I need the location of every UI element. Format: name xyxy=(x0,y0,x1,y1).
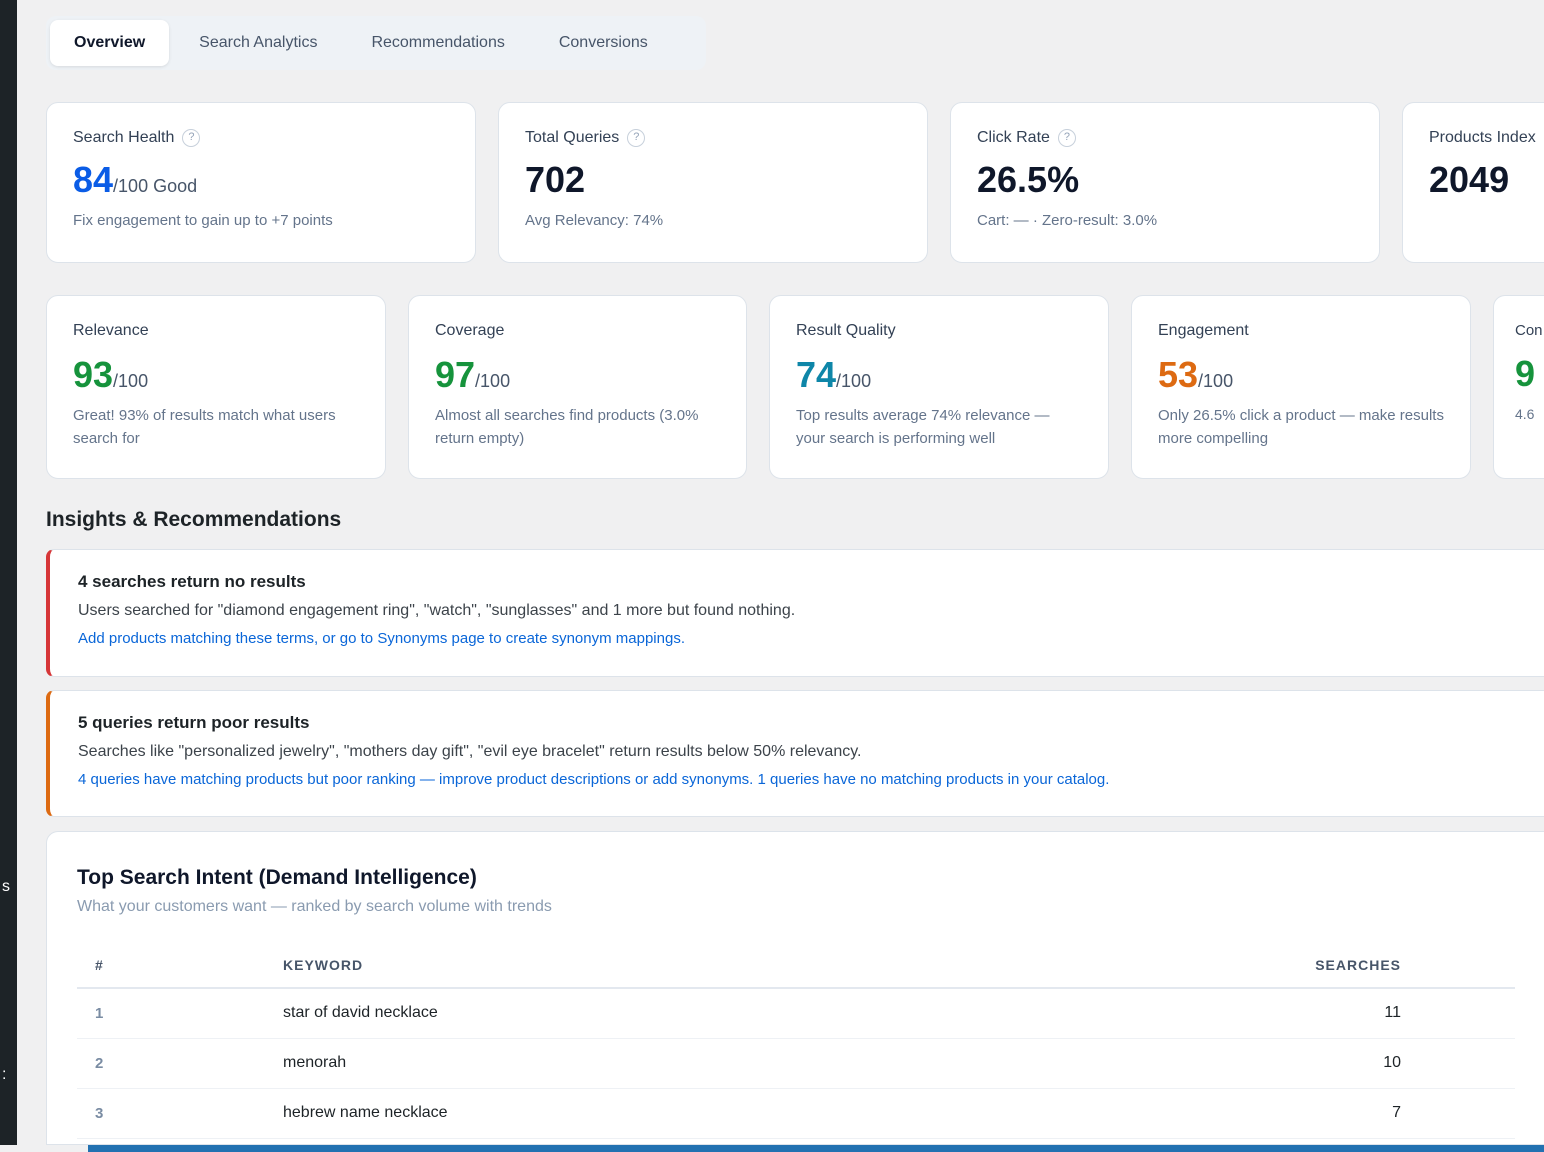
col-searches: SEARCHES xyxy=(839,942,1515,989)
stat-sub: Cart: — · Zero-result: 3.0% xyxy=(977,212,1158,229)
admin-sidebar: s : xyxy=(0,0,17,1145)
score-suffix: /100 xyxy=(475,371,511,391)
col-keyword: KEYWORD xyxy=(283,942,840,989)
alert-title: 4 searches return no results xyxy=(78,572,306,591)
score-value: 9 xyxy=(1515,353,1536,394)
score-suffix: /100 xyxy=(113,371,149,391)
table-row[interactable]: 3 hebrew name necklace 7 xyxy=(77,1088,1515,1139)
alert-poor-results: 5 queries return poor results Searches l… xyxy=(46,690,1544,817)
stat-label: Products Index xyxy=(1429,129,1536,146)
alert-action-link[interactable]: Add products matching these terms, or go… xyxy=(78,630,685,647)
score-card-engagement: Engagement 53/100 Only 26.5% click a pro… xyxy=(1131,295,1471,479)
intent-table: # KEYWORD SEARCHES 1 star of david neckla… xyxy=(77,942,1515,1139)
alert-title: 5 queries return poor results xyxy=(78,713,310,732)
help-icon[interactable]: ? xyxy=(627,129,646,147)
stat-sub: Fix engagement to gain up to +7 points xyxy=(73,212,333,229)
stat-suffix: /100 Good xyxy=(113,176,198,196)
alert-action-link[interactable]: 4 queries have matching products but poo… xyxy=(78,771,1110,788)
score-value: 93 xyxy=(73,354,114,395)
score-sub: Almost all searches find products (3.0% … xyxy=(435,407,699,447)
panel-title: Top Search Intent (Demand Intelligence) xyxy=(77,866,477,889)
rank: 3 xyxy=(77,1088,283,1139)
searches: 7 xyxy=(839,1088,1515,1139)
stat-label: Search Health xyxy=(73,129,175,146)
score-label: Con xyxy=(1515,322,1543,339)
tab-bar: Overview Search Analytics Recommendation… xyxy=(46,16,706,70)
bottom-bar xyxy=(88,1145,1544,1152)
tab-conversions[interactable]: Conversions xyxy=(558,34,648,51)
alert-description: Users searched for "diamond engagement r… xyxy=(78,602,796,619)
score-label: Engagement xyxy=(1158,322,1249,339)
stat-value: 2049 xyxy=(1429,159,1510,200)
score-sub: Only 26.5% click a product — make result… xyxy=(1158,407,1444,447)
keyword: star of david necklace xyxy=(283,988,840,1039)
top-search-intent-panel: Top Search Intent (Demand Intelligence) … xyxy=(46,831,1544,1145)
stat-card-products-index: Products Index 2049 xyxy=(1402,102,1544,263)
stat-card-click-rate: Click Rate? 26.5% Cart: — · Zero-result:… xyxy=(950,102,1380,263)
score-label: Coverage xyxy=(435,322,505,339)
stat-card-total-queries: Total Queries? 702 Avg Relevancy: 74% xyxy=(498,102,928,263)
help-icon[interactable]: ? xyxy=(182,129,201,147)
score-label: Result Quality xyxy=(796,322,896,339)
keyword: hebrew name necklace xyxy=(283,1088,840,1139)
stat-value: 26.5% xyxy=(977,159,1080,200)
stat-value: 84 xyxy=(73,159,114,200)
score-card-result-quality: Result Quality 74/100 Top results averag… xyxy=(769,295,1109,479)
searches: 10 xyxy=(839,1038,1515,1089)
tab-recommendations[interactable]: Recommendations xyxy=(371,34,505,51)
score-suffix: /100 xyxy=(1198,371,1234,391)
stat-label: Click Rate xyxy=(977,129,1050,146)
stat-label: Total Queries xyxy=(525,129,620,146)
score-suffix: /100 xyxy=(836,371,872,391)
rank: 2 xyxy=(77,1038,283,1089)
score-card-relevance: Relevance 93/100 Great! 93% of results m… xyxy=(46,295,386,479)
score-card-coverage: Coverage 97/100 Almost all searches find… xyxy=(408,295,747,479)
col-rank: # xyxy=(77,942,283,989)
rank: 1 xyxy=(77,988,283,1039)
sidebar-fragment[interactable]: s xyxy=(2,878,10,895)
stat-value: 702 xyxy=(525,159,586,200)
sidebar-fragment[interactable]: : xyxy=(2,1066,7,1083)
table-header: # KEYWORD SEARCHES xyxy=(77,942,1515,989)
score-sub: Great! 93% of results match what users s… xyxy=(73,407,336,447)
insights-heading: Insights & Recommendations xyxy=(46,508,342,531)
alert-description: Searches like "personalized jewelry", "m… xyxy=(78,743,862,760)
score-card-conversion: Con 9 4.6 xyxy=(1493,295,1544,479)
keyword: menorah xyxy=(283,1038,840,1089)
tab-search-analytics[interactable]: Search Analytics xyxy=(199,34,318,51)
score-sub: Top results average 74% relevance — your… xyxy=(796,407,1050,447)
help-icon[interactable]: ? xyxy=(1057,129,1076,147)
searches: 11 xyxy=(839,988,1515,1039)
stat-sub: Avg Relevancy: 74% xyxy=(525,212,664,229)
alert-no-results: 4 searches return no results Users searc… xyxy=(46,549,1544,677)
panel-subtitle: What your customers want — ranked by sea… xyxy=(77,898,552,915)
score-label: Relevance xyxy=(73,322,149,339)
table-row[interactable]: 1 star of david necklace 11 xyxy=(77,988,1515,1039)
score-value: 74 xyxy=(796,354,837,395)
tab-overview[interactable]: Overview xyxy=(50,20,170,66)
score-sub: 4.6 xyxy=(1515,406,1535,422)
stat-card-search-health: Search Health? 84/100 Good Fix engagemen… xyxy=(46,102,476,263)
score-value: 97 xyxy=(435,354,476,395)
table-row[interactable]: 2 menorah 10 xyxy=(77,1038,1515,1089)
score-value: 53 xyxy=(1158,354,1199,395)
